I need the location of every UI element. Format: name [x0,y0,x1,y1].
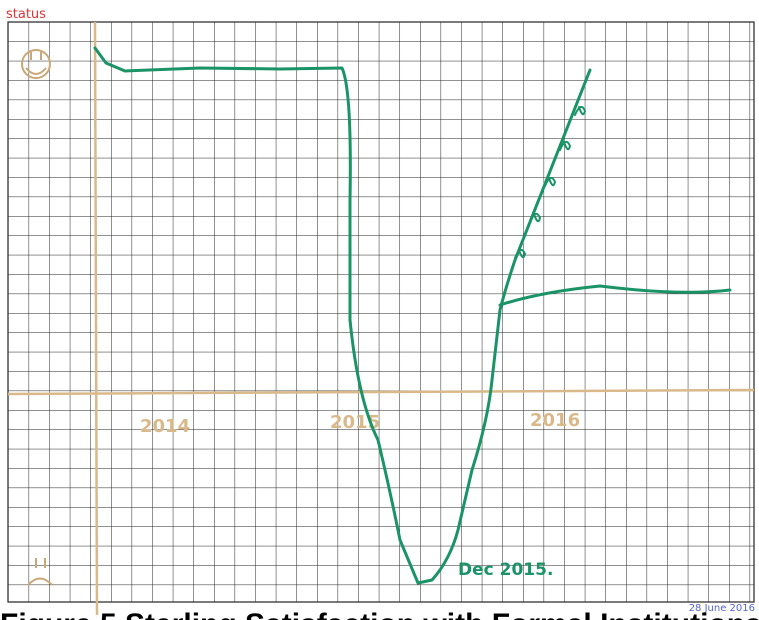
axis-label: status [6,7,46,22]
year-label: 2014 [140,416,190,437]
annotation: Dec 2015. [458,560,553,580]
page: {"axis_label": "status", "years": ["2014… [0,0,759,620]
grid-paper [8,22,754,602]
hand-drawn-graph: status 2014 2015 2016 Dec 2015. 28 June … [0,0,759,620]
caption: Figure 5 Sterling Satisfaction with Form… [0,608,759,620]
year-label: 2016 [530,410,580,431]
